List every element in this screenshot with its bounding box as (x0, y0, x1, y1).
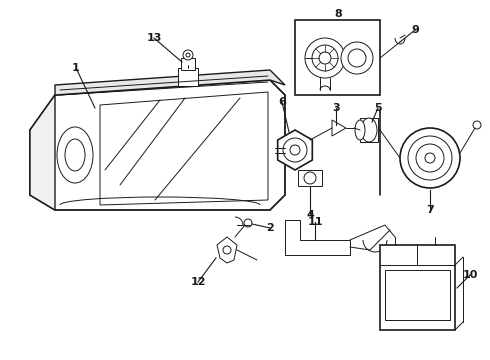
Polygon shape (278, 130, 312, 170)
Circle shape (290, 145, 300, 155)
Bar (295, 20, 380, 95)
Text: 2: 2 (266, 223, 274, 233)
Ellipse shape (65, 139, 85, 171)
Ellipse shape (361, 118, 377, 142)
Circle shape (312, 45, 338, 71)
Circle shape (186, 53, 190, 57)
Circle shape (223, 246, 231, 254)
Polygon shape (217, 237, 237, 263)
Text: 5: 5 (374, 103, 382, 113)
Text: 6: 6 (278, 97, 286, 107)
Circle shape (304, 172, 316, 184)
Text: 7: 7 (426, 205, 434, 215)
Polygon shape (55, 70, 285, 95)
Circle shape (319, 52, 331, 64)
Circle shape (348, 49, 366, 67)
Text: 4: 4 (306, 210, 314, 220)
Polygon shape (332, 120, 346, 136)
Circle shape (305, 38, 345, 78)
Circle shape (283, 138, 307, 162)
Circle shape (183, 50, 193, 60)
Polygon shape (100, 92, 268, 205)
Text: 10: 10 (462, 270, 478, 280)
Ellipse shape (355, 120, 365, 140)
Text: 12: 12 (190, 277, 206, 287)
Text: 1: 1 (72, 63, 80, 73)
Circle shape (244, 219, 252, 227)
Bar (380, 245, 455, 330)
Circle shape (473, 121, 481, 129)
Bar (385, 270, 450, 320)
Bar (181, 58, 195, 70)
Bar (298, 170, 322, 186)
Circle shape (416, 144, 444, 172)
Polygon shape (30, 95, 55, 210)
Text: 3: 3 (332, 103, 340, 113)
Polygon shape (30, 80, 285, 210)
Circle shape (425, 153, 435, 163)
Text: 11: 11 (307, 217, 323, 227)
Bar (178, 68, 198, 86)
Circle shape (408, 136, 452, 180)
Polygon shape (285, 220, 350, 255)
Text: 9: 9 (411, 25, 419, 35)
Circle shape (400, 128, 460, 188)
Text: 8: 8 (334, 9, 342, 19)
Text: 13: 13 (147, 33, 162, 43)
Ellipse shape (57, 127, 93, 183)
Bar (360, 118, 378, 142)
Circle shape (341, 42, 373, 74)
